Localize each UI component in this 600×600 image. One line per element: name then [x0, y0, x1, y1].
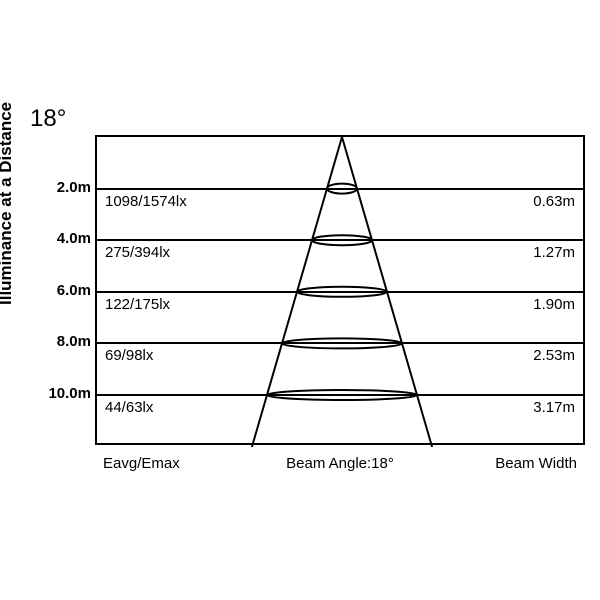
bottom-label-center: Beam Angle:18°	[286, 455, 394, 472]
chart-frame: 2.0m1098/1574lx0.63m4.0m275/394lx1.27m6.…	[95, 135, 585, 445]
beam-width-value: 0.63m	[533, 193, 575, 210]
grid-line	[97, 342, 583, 344]
lux-value: 1098/1574lx	[105, 193, 187, 210]
beam-width-value: 1.90m	[533, 296, 575, 313]
beam-width-value: 3.17m	[533, 399, 575, 416]
distance-label: 2.0m	[41, 179, 91, 196]
title-angle: 18°	[30, 105, 66, 133]
lux-value: 69/98lx	[105, 347, 153, 364]
grid-line	[97, 291, 583, 293]
y-axis-label: Illuminance at a Distance	[0, 102, 16, 305]
bottom-label-left: Eavg/Emax	[103, 455, 180, 472]
lux-value: 122/175lx	[105, 296, 170, 313]
grid-line	[97, 239, 583, 241]
beam-width-value: 2.53m	[533, 347, 575, 364]
beam-width-value: 1.27m	[533, 244, 575, 261]
bottom-label-right: Beam Width	[495, 455, 577, 472]
distance-label: 10.0m	[41, 385, 91, 402]
grid-line	[97, 394, 583, 396]
distance-label: 8.0m	[41, 333, 91, 350]
lux-value: 44/63lx	[105, 399, 153, 416]
distance-label: 6.0m	[41, 282, 91, 299]
distance-label: 4.0m	[41, 230, 91, 247]
lux-value: 275/394lx	[105, 244, 170, 261]
grid-line	[97, 188, 583, 190]
